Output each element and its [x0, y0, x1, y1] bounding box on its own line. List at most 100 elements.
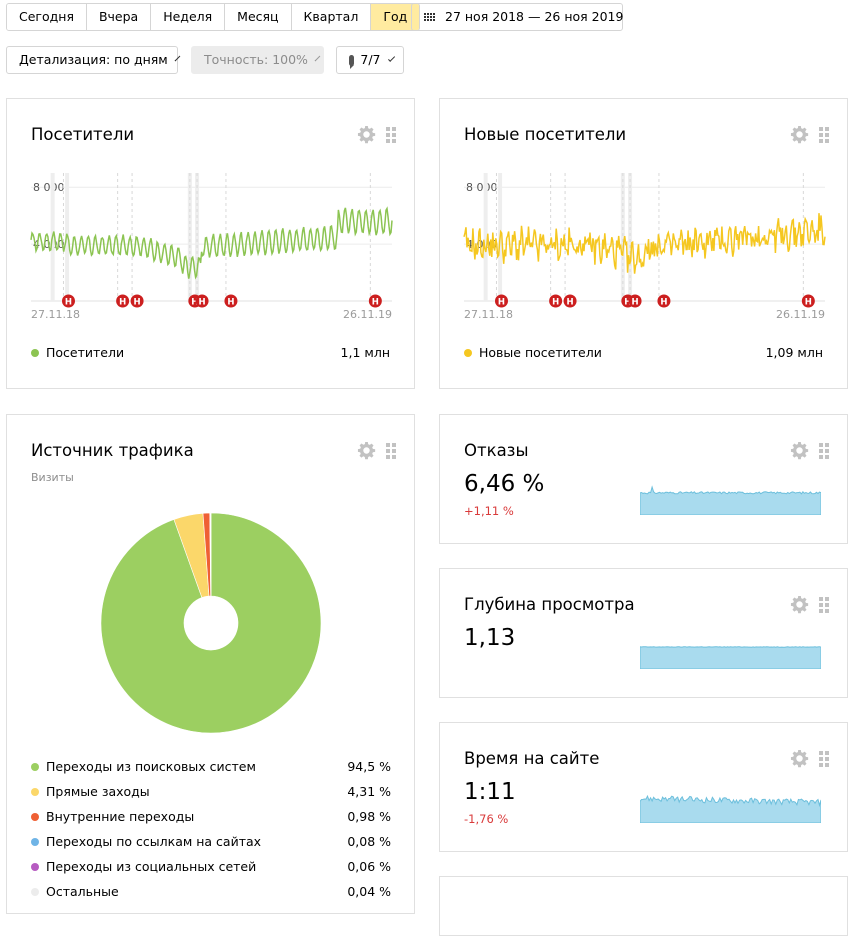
x-tick-label: 27.11.18	[464, 308, 513, 321]
source-label: Переходы из поисковых систем	[46, 759, 256, 774]
note-marker[interactable]: Н	[657, 295, 670, 308]
note-marker[interactable]: Н	[116, 295, 129, 308]
note-marker[interactable]: Н	[224, 295, 237, 308]
drag-handle-icon[interactable]	[386, 443, 396, 459]
date-range-label: 27 ноя 2018 — 26 ноя 2019	[445, 4, 623, 30]
metric-delta: +1,11 %	[464, 504, 514, 518]
notes-dropdown[interactable]: 7/7	[336, 46, 404, 74]
chevron-down-icon	[388, 54, 395, 61]
chevron-down-icon	[315, 55, 321, 61]
gear-icon[interactable]	[357, 441, 376, 460]
svg-text:Н: Н	[372, 298, 379, 308]
period-today-button[interactable]: Сегодня	[7, 4, 87, 30]
x-tick-label: 26.11.19	[343, 308, 392, 321]
source-row[interactable]: Прямые заходы 4,31 %	[31, 784, 391, 799]
metric-delta: -1,76 %	[464, 812, 508, 826]
drag-handle-icon[interactable]	[819, 751, 829, 767]
svg-text:Н: Н	[227, 298, 234, 308]
legend-value: 1,09 млн	[766, 345, 823, 360]
gear-icon[interactable]	[790, 441, 809, 460]
source-label: Остальные	[46, 884, 119, 899]
sparkline-area	[640, 647, 821, 669]
svg-text:Н: Н	[567, 298, 574, 308]
series-line	[464, 213, 825, 274]
legend-dot	[31, 813, 39, 821]
source-label: Переходы из социальных сетей	[46, 859, 256, 874]
legend-dot	[464, 349, 472, 357]
widget-title: Отказы	[464, 441, 528, 460]
svg-text:Н: Н	[134, 298, 141, 308]
chevron-down-icon	[174, 55, 180, 61]
series-line	[31, 208, 392, 279]
note-marker[interactable]: Н	[549, 295, 562, 308]
drag-handle-icon[interactable]	[819, 597, 829, 613]
source-percent: 0,08 %	[347, 834, 391, 849]
calendar-icon	[424, 13, 435, 22]
legend-dot	[31, 763, 39, 771]
period-quarter-button[interactable]: Квартал	[292, 4, 372, 30]
svg-text:Н: Н	[660, 298, 667, 308]
source-percent: 4,31 %	[347, 784, 391, 799]
source-percent: 0,98 %	[347, 809, 391, 824]
legend-item: Посетители	[31, 345, 124, 360]
source-label: Прямые заходы	[46, 784, 150, 799]
note-marker[interactable]: Н	[369, 295, 382, 308]
metric-value: 6,46 %	[464, 471, 544, 497]
source-row[interactable]: Переходы по ссылкам на сайтах 0,08 %	[31, 834, 391, 849]
note-marker[interactable]: Н	[629, 295, 642, 308]
legend-dot	[31, 838, 39, 846]
note-marker[interactable]: Н	[564, 295, 577, 308]
source-row[interactable]: Внутренние переходы 0,98 %	[31, 809, 391, 824]
note-marker[interactable]: Н	[802, 295, 815, 308]
legend-dot	[31, 349, 39, 357]
sparkline-area	[640, 487, 821, 515]
sparkline	[640, 483, 821, 515]
time-on-site-widget: Время на сайте 1:11 -1,76 %	[439, 722, 848, 852]
sparkline	[640, 637, 821, 669]
source-percent: 0,06 %	[347, 859, 391, 874]
gear-icon[interactable]	[790, 749, 809, 768]
note-marker[interactable]: Н	[131, 295, 144, 308]
period-week-button[interactable]: Неделя	[151, 4, 225, 30]
source-percent: 0,04 %	[347, 884, 391, 899]
gear-icon[interactable]	[790, 595, 809, 614]
accuracy-dropdown[interactable]: Точность: 100%	[191, 46, 324, 74]
metric-value: 1:11	[464, 779, 516, 805]
svg-text:Н: Н	[198, 298, 205, 308]
legend-dot	[31, 788, 39, 796]
source-percent: 94,5 %	[347, 759, 391, 774]
detail-dropdown-label: Детализация: по дням	[19, 47, 168, 73]
widget-title: Время на сайте	[464, 749, 599, 768]
widget-title: Источник трафика	[31, 441, 194, 460]
source-label: Переходы по ссылкам на сайтах	[46, 834, 261, 849]
next-widget	[439, 876, 848, 936]
metric-value: 1,13	[464, 625, 515, 651]
drag-handle-icon[interactable]	[819, 443, 829, 459]
note-marker[interactable]: Н	[495, 295, 508, 308]
x-tick-label: 26.11.19	[776, 308, 825, 321]
period-month-button[interactable]: Месяц	[225, 4, 291, 30]
source-row[interactable]: Переходы из поисковых систем 94,5 %	[31, 759, 391, 774]
x-tick-label: 27.11.18	[31, 308, 80, 321]
sparkline	[640, 791, 821, 823]
svg-text:Н: Н	[552, 298, 559, 308]
source-row[interactable]: Остальные 0,04 %	[31, 884, 391, 899]
note-marker[interactable]: Н	[196, 295, 209, 308]
widget-subtitle: Визиты	[31, 471, 74, 484]
source-label: Внутренние переходы	[46, 809, 194, 824]
date-range-button[interactable]: 27 ноя 2018 — 26 ноя 2019	[411, 3, 623, 31]
legend-dot	[31, 863, 39, 871]
note-marker[interactable]: Н	[62, 295, 75, 308]
legend-value: 1,1 млн	[341, 345, 390, 360]
detail-dropdown[interactable]: Детализация: по дням	[6, 46, 178, 74]
period-yesterday-button[interactable]: Вчера	[87, 4, 151, 30]
bounce-rate-widget: Отказы 6,46 % +1,11 %	[439, 414, 848, 544]
source-row[interactable]: Переходы из социальных сетей 0,06 %	[31, 859, 391, 874]
traffic-source-widget: Источник трафика Визиты Переходы из поис…	[6, 414, 415, 914]
legend-label: Посетители	[46, 345, 124, 360]
svg-text:Н: Н	[119, 298, 126, 308]
svg-text:Н: Н	[805, 298, 812, 308]
